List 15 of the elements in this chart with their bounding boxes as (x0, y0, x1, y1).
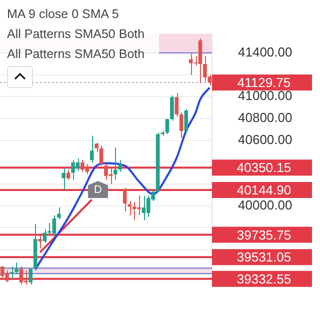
y-tick-label: 41000.00 (238, 88, 292, 104)
annotation: All Patterns SMA50 Both (0, 24, 159, 44)
annotation: D (88, 181, 108, 198)
y-tick-label: 41400.00 (238, 44, 292, 60)
text: MA 9 close 0 SMA 5 (6, 6, 120, 23)
ref-line-label: 39735.75 (236, 227, 292, 242)
ref-line-label: 40144.90 (236, 182, 292, 198)
ref-line-label: 41129.75 (237, 75, 291, 90)
y-tick-label: 40800.00 (238, 110, 292, 126)
annotation: All Patterns SMA50 Both (0, 44, 159, 64)
ref-line-label: 40350.15 (236, 160, 292, 176)
ref-line-label: 39531.05 (236, 250, 292, 265)
y-tick-label: 40600.00 (238, 132, 292, 147)
ref-line-label: 39332.55 (236, 271, 292, 286)
y-tick-label: 40000.00 (238, 197, 292, 212)
